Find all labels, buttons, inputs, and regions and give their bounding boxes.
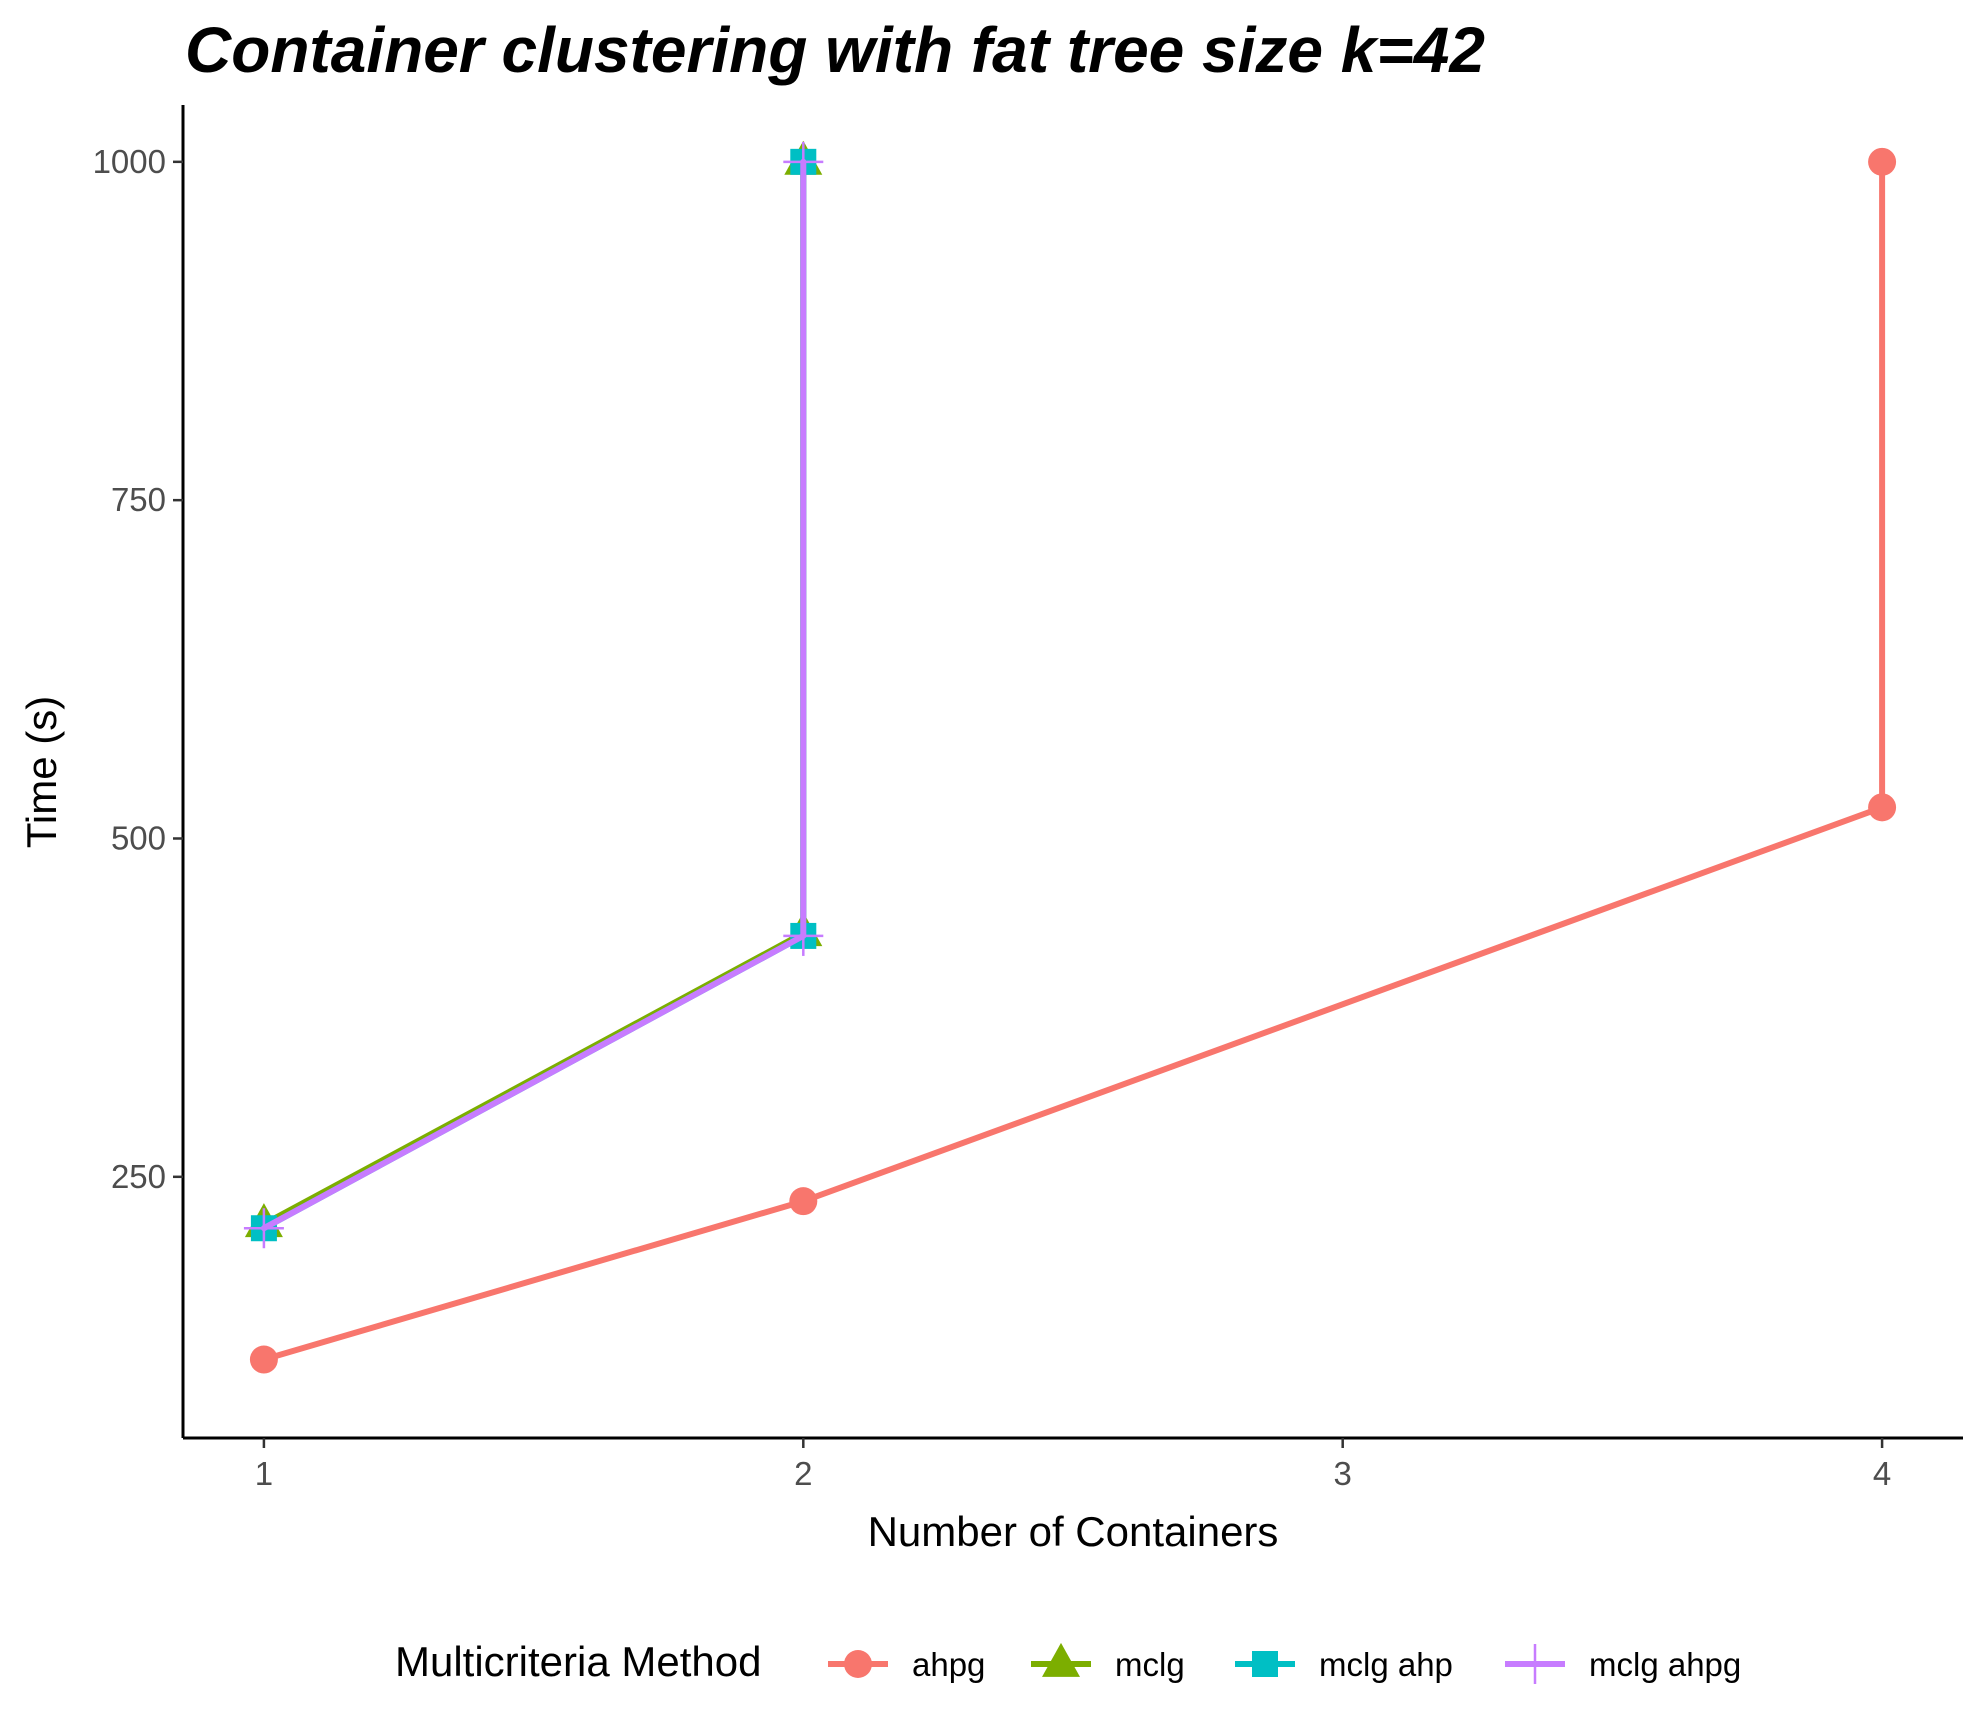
series-mclg: [244, 140, 823, 1238]
legend-title: Multicriteria Method: [395, 1638, 761, 1685]
legend-key-marker: [1042, 1642, 1080, 1677]
x-tick-label: 4: [1873, 1455, 1891, 1492]
data-point: [243, 1208, 284, 1249]
legend-key-marker: [844, 1650, 872, 1678]
series-line: [260, 158, 807, 1228]
chart-title: Container clustering with fat tree size …: [185, 14, 1485, 86]
x-tick-label: 3: [1334, 1455, 1352, 1492]
y-tick-label: 1000: [93, 143, 166, 180]
x-tick-label: 2: [794, 1455, 812, 1492]
data-point: [783, 141, 824, 182]
y-tick-label: 750: [111, 481, 166, 518]
series-mclg-ahpg: [243, 141, 824, 1249]
legend-item-ahpg: ahpg: [828, 1646, 985, 1683]
x-axis-title: Number of Containers: [868, 1508, 1279, 1555]
legend: Multicriteria Method ahpg mclg mclg ahp mcl…: [395, 1638, 1741, 1685]
axis-ticks: 1 2 3 4 250 500 750 1000: [93, 143, 1892, 1492]
y-axis-title: Time (s): [18, 696, 65, 848]
series-line: [260, 158, 1886, 1363]
data-point: [1868, 147, 1897, 176]
legend-item-mclg-ahp: mclg ahp: [1235, 1646, 1453, 1683]
legend-key-marker: [1252, 1651, 1278, 1677]
data-point: [789, 1187, 818, 1216]
legend-label: mclg ahpg: [1589, 1646, 1741, 1683]
series-line: [260, 158, 807, 1232]
legend-label: mclg ahp: [1319, 1646, 1453, 1683]
plot-area: [243, 140, 1897, 1374]
legend-key-marker: [1515, 1644, 1555, 1684]
data-point: [783, 915, 824, 956]
y-tick-label: 500: [111, 819, 166, 856]
x-tick-label: 1: [255, 1455, 273, 1492]
legend-item-mclg-ahpg: mclg ahpg: [1505, 1644, 1741, 1684]
y-tick-label: 250: [111, 1158, 166, 1195]
legend-label: mclg: [1115, 1646, 1185, 1683]
series-ahpg: [249, 147, 1897, 1374]
legend-item-mclg: mclg: [1031, 1642, 1185, 1683]
data-point: [1868, 793, 1897, 822]
series-line: [260, 158, 807, 1232]
data-point: [249, 1345, 278, 1374]
legend-label: ahpg: [912, 1646, 985, 1683]
